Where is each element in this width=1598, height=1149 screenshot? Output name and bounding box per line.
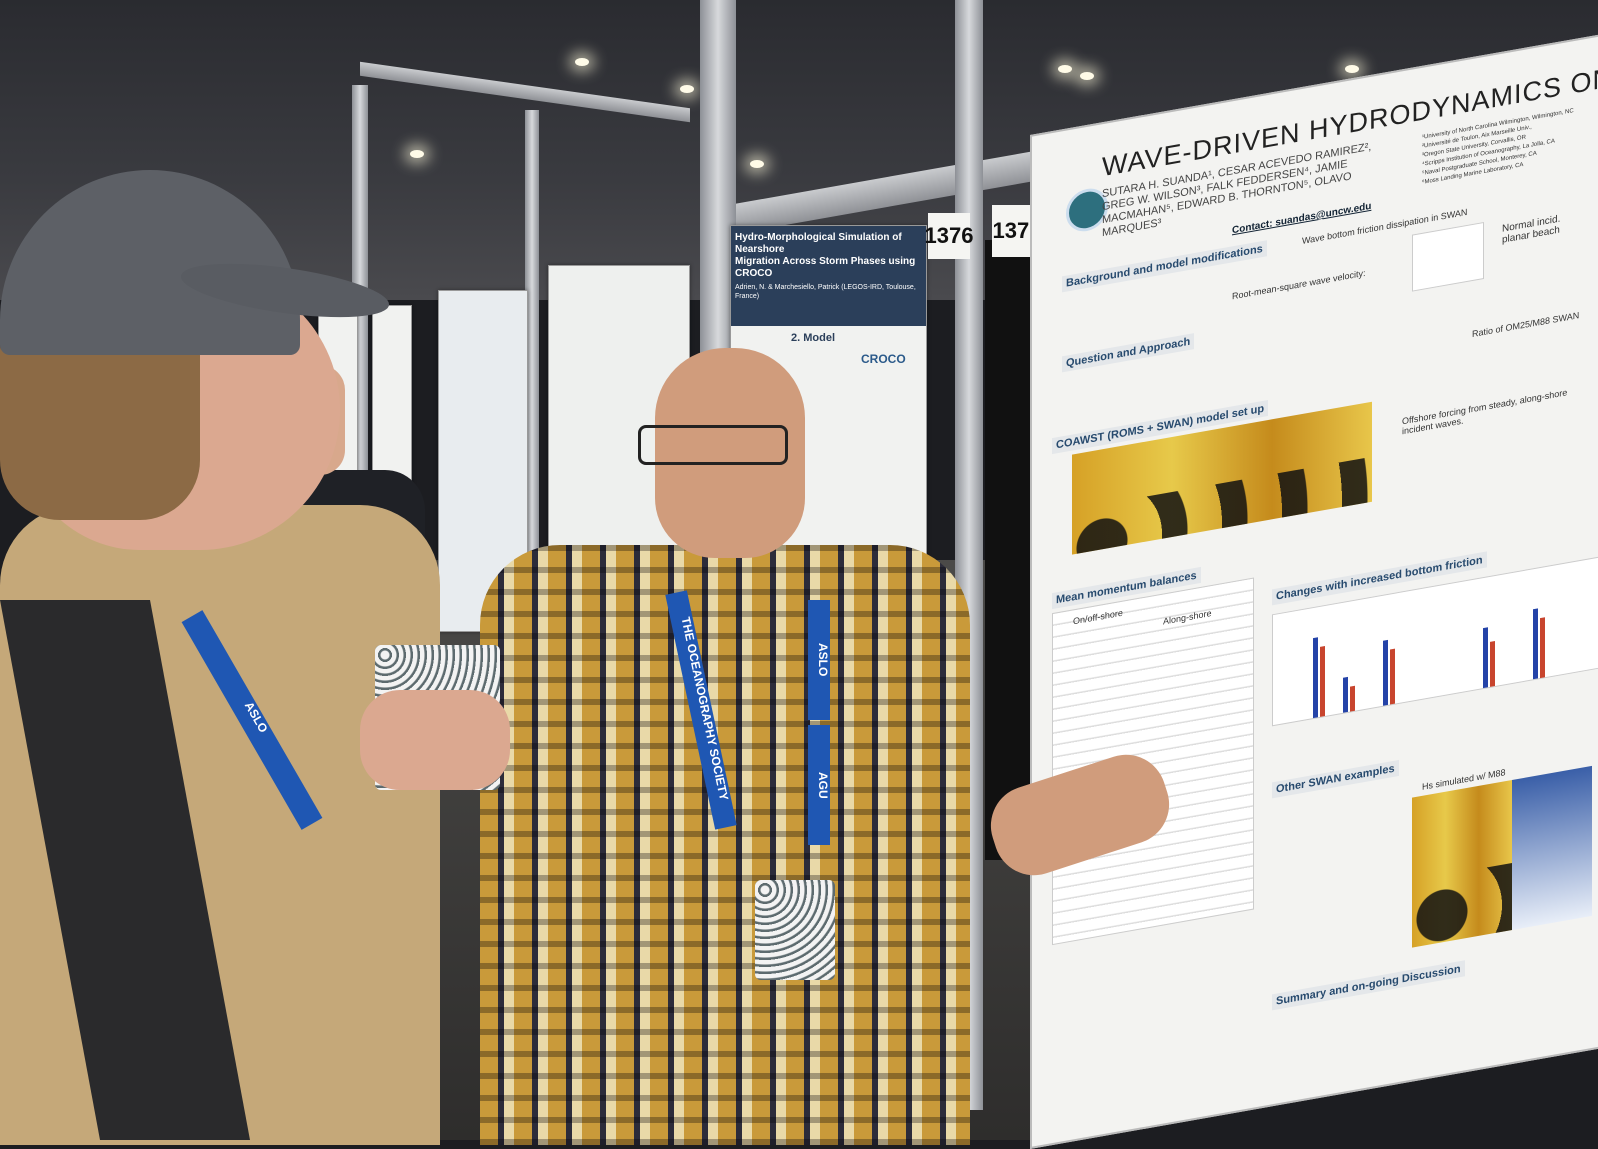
ceiling-light <box>1345 65 1359 73</box>
croco-title-banner: Hydro-Morphological Simulation of Nearsh… <box>731 226 926 326</box>
ceiling-light <box>1080 72 1094 80</box>
croco-logo: CROCO <box>861 352 906 366</box>
man-in-plaid-shirt <box>480 545 970 1145</box>
lanyard-agu: AGU <box>808 725 830 845</box>
croco-section-model: 2. Model <box>791 332 836 344</box>
man-head <box>655 348 805 558</box>
lanyard-aslo: ASLO <box>808 600 830 720</box>
croco-title-line1: Hydro-Morphological Simulation of Nearsh… <box>735 232 902 255</box>
ceiling-light <box>750 160 764 168</box>
swan-example-maps-m88 <box>1512 765 1592 931</box>
section-swan: Other SWAN examples <box>1272 760 1399 799</box>
offshore-text: Offshore forcing from steady, along-shor… <box>1402 387 1568 437</box>
swan-example-maps <box>1412 780 1512 948</box>
main-poster: WAVE-DRIVEN HYDRODYNAMICS ON ROCKY SHORE… <box>1030 9 1598 1149</box>
section-question: Question and Approach <box>1062 333 1195 373</box>
normal-incidence-label: Normal incid. planar beach <box>1502 213 1561 246</box>
bar <box>1343 676 1348 713</box>
eyeglasses <box>638 425 788 465</box>
rms-text: Root-mean-square wave velocity: <box>1232 267 1366 302</box>
along-shore-label: Along-shore <box>1163 607 1212 627</box>
bar <box>1320 645 1325 717</box>
bar <box>1483 627 1488 689</box>
coawst-wave-height-map <box>1072 401 1372 555</box>
bar <box>1313 637 1318 719</box>
croco-authors: Adrien, N. & Marchesiello, Patrick (LEGO… <box>735 284 916 300</box>
bar <box>1490 641 1495 687</box>
bar <box>1390 648 1395 705</box>
bar <box>1540 617 1545 679</box>
section-summary: Summary and on-going Discussion <box>1272 960 1465 1011</box>
ceiling-light <box>1058 65 1072 73</box>
hand-holding-cup <box>360 690 510 790</box>
momentum-balance-panels: On/off-shore Along-shore <box>1052 577 1254 946</box>
booth-number-1376: 1376 <box>925 213 973 259</box>
on-off-shore-label: On/off-shore <box>1073 607 1123 627</box>
paper-cup <box>755 880 835 980</box>
bar <box>1533 608 1538 680</box>
friction-plot <box>1412 221 1484 292</box>
ceiling-light <box>575 58 589 66</box>
bar <box>1383 639 1388 706</box>
bar <box>1350 685 1355 712</box>
ceiling-light <box>410 150 424 158</box>
ratio-text: Ratio of OM25/M88 SWAN <box>1472 310 1580 340</box>
ceiling-light <box>680 85 694 93</box>
croco-title-line2: Migration Across Storm Phases using CROC… <box>735 256 916 279</box>
frame-pole <box>525 110 539 630</box>
section-background: Background and model modifications <box>1062 240 1267 293</box>
